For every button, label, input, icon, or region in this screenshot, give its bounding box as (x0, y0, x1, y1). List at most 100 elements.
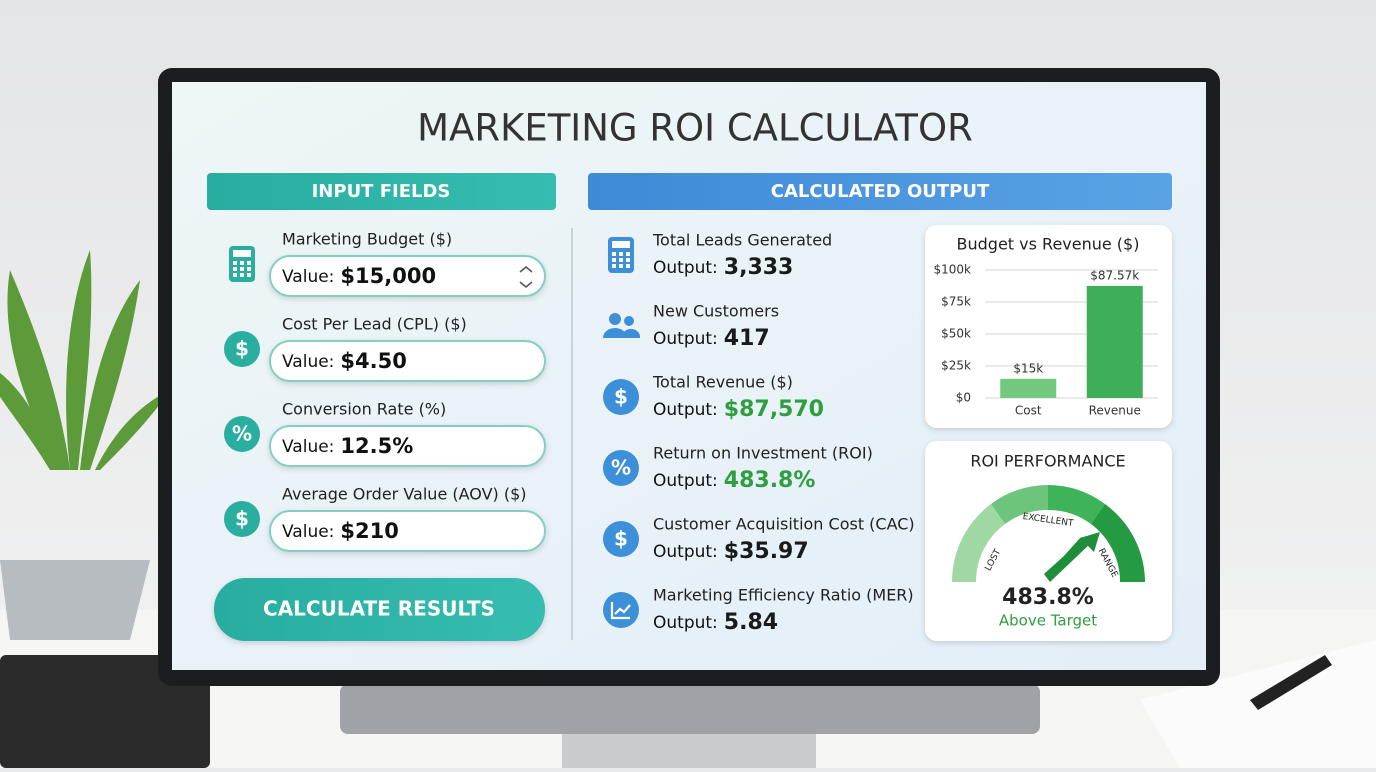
value-prefix[interactable]: Value: (282, 267, 334, 287)
value-label: $87.57k (1090, 268, 1139, 282)
value-text: 417 (724, 326, 770, 351)
plant (0, 250, 170, 470)
value-prefix: Output: (653, 613, 718, 633)
calculator-key (240, 261, 244, 265)
calculator-screen (233, 250, 251, 257)
value-prefix: Output: (653, 400, 718, 420)
output-value: Output: 483.8% (653, 468, 815, 493)
icon-glyph: $ (614, 527, 628, 551)
output-value: Output: 417 (653, 326, 770, 351)
input-box[interactable] (269, 340, 546, 382)
calculator-key (619, 252, 623, 256)
people-icon (624, 316, 634, 326)
input-value[interactable]: Value: $4.50 (282, 349, 407, 373)
x-tick-label: Cost (1015, 404, 1042, 418)
spinner[interactable] (519, 266, 533, 288)
calculator-key (619, 258, 623, 262)
app-title: MARKETING ROI CALCULATOR (417, 107, 973, 150)
icon-circle (224, 501, 260, 537)
pen (1250, 655, 1332, 710)
calculator-key (233, 267, 237, 271)
calculator-key (240, 273, 244, 277)
icon-circle (224, 331, 260, 367)
input-header (207, 173, 556, 210)
input-box[interactable] (269, 425, 546, 467)
calculator-key (626, 252, 630, 256)
bar (1086, 285, 1143, 398)
output-label: Return on Investment (ROI) (653, 444, 873, 463)
field-label: Marketing Budget ($) (282, 230, 452, 249)
y-tick-label: $75k (941, 295, 971, 309)
field-label: Cost Per Lead (CPL) ($) (282, 315, 467, 334)
calculator-key (240, 267, 244, 271)
input-heading: INPUT FIELDS (312, 181, 451, 202)
y-tick-label: $100k (934, 263, 972, 277)
icon-circle (603, 521, 639, 557)
gauge-arc (951, 485, 1145, 582)
value-prefix: Output: (653, 542, 718, 562)
icon-glyph: % (611, 456, 631, 480)
value-prefix[interactable]: Value: (282, 437, 334, 457)
output-value: Output: $35.97 (653, 539, 809, 564)
output-label: Total Leads Generated (652, 231, 832, 250)
calculator-key (612, 258, 616, 262)
value-prefix: Output: (653, 471, 718, 491)
output-heading: CALCULATED OUTPUT (771, 181, 990, 202)
value-text[interactable]: $15,000 (340, 264, 436, 288)
field-label: Average Order Value (AOV) ($) (282, 485, 527, 504)
people-icon (603, 328, 640, 338)
value-text: $87,570 (724, 397, 824, 422)
value-prefix[interactable]: Value: (282, 522, 334, 542)
value-text: 483.8% (724, 468, 816, 493)
output-label: Marketing Efficiency Ratio (MER) (653, 586, 914, 605)
y-tick-label: $50k (941, 327, 971, 341)
y-tick-label: $25k (941, 359, 971, 373)
chart-title: Budget vs Revenue ($) (957, 235, 1140, 254)
icon-glyph: % (232, 422, 252, 446)
output-value: Output: 3,333 (653, 255, 793, 280)
people-icon (609, 313, 621, 325)
input-value[interactable]: Value: 12.5% (282, 434, 413, 458)
output-header (588, 173, 1172, 210)
bar (1000, 378, 1057, 398)
stand-base (340, 684, 1040, 734)
calculator-key (233, 261, 237, 265)
value-text: 3,333 (724, 255, 794, 280)
input-box[interactable] (269, 510, 546, 552)
x-tick-label: Revenue (1089, 404, 1141, 418)
calculator-key (612, 252, 616, 256)
pot (0, 560, 150, 640)
calculator-key (612, 264, 616, 268)
value-prefix: Output: (653, 329, 718, 349)
calculator-key (626, 258, 630, 262)
icon-circle (603, 379, 639, 415)
calculator-key (247, 261, 251, 265)
calculator-key (233, 273, 237, 277)
trend-icon (610, 602, 631, 620)
output-label: New Customers (653, 302, 779, 321)
value-prefix: Output: (653, 258, 718, 278)
button-label[interactable]: CALCULATE RESULTS (263, 597, 495, 621)
input-box[interactable] (269, 255, 546, 297)
icon-glyph: $ (614, 385, 628, 409)
calculator-screen (612, 241, 630, 248)
icon-circle (224, 416, 260, 452)
y-tick-label: $0 (956, 391, 971, 405)
output-label: Customer Acquisition Cost (CAC) (653, 515, 915, 534)
icon-glyph: $ (235, 337, 249, 361)
calculate-button[interactable] (214, 578, 545, 641)
output-value: Output: $87,570 (653, 397, 824, 422)
value-text[interactable]: 12.5% (340, 434, 413, 458)
value-prefix[interactable]: Value: (282, 352, 334, 372)
input-value[interactable]: Value: $15,000 (282, 264, 436, 288)
value-text[interactable]: $210 (340, 519, 398, 543)
value-text: 5.84 (724, 610, 778, 635)
input-value[interactable]: Value: $210 (282, 519, 399, 543)
value-text[interactable]: $4.50 (340, 349, 406, 373)
calculator-key (626, 264, 630, 268)
field-label: Conversion Rate (%) (282, 400, 446, 419)
gauge-status: Above Target (999, 612, 1097, 630)
gauge-title: ROI PERFORMANCE (970, 452, 1125, 471)
icon-glyph: $ (235, 507, 249, 531)
